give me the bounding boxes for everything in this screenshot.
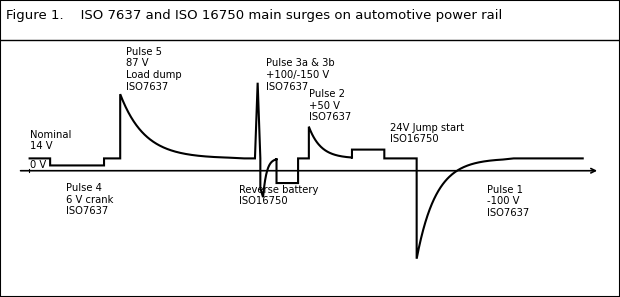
Text: Pulse 3a & 3b
+100/-150 V
ISO7637: Pulse 3a & 3b +100/-150 V ISO7637 [266, 58, 334, 91]
Text: Reverse battery
ISO16750: Reverse battery ISO16750 [239, 185, 318, 206]
Text: Nominal
14 V: Nominal 14 V [30, 130, 71, 151]
Text: 0 V: 0 V [30, 160, 46, 170]
Text: 24V Jump start
ISO16750: 24V Jump start ISO16750 [390, 123, 464, 144]
Text: Pulse 5
87 V
Load dump
ISO7637: Pulse 5 87 V Load dump ISO7637 [126, 47, 181, 91]
Text: Pulse 1
-100 V
ISO7637: Pulse 1 -100 V ISO7637 [487, 185, 529, 218]
Text: Figure 1.    ISO 7637 and ISO 16750 main surges on automotive power rail: Figure 1. ISO 7637 and ISO 16750 main su… [6, 9, 502, 22]
Text: Pulse 2
+50 V
ISO7637: Pulse 2 +50 V ISO7637 [309, 89, 351, 122]
Text: Pulse 4
6 V crank
ISO7637: Pulse 4 6 V crank ISO7637 [66, 183, 113, 216]
